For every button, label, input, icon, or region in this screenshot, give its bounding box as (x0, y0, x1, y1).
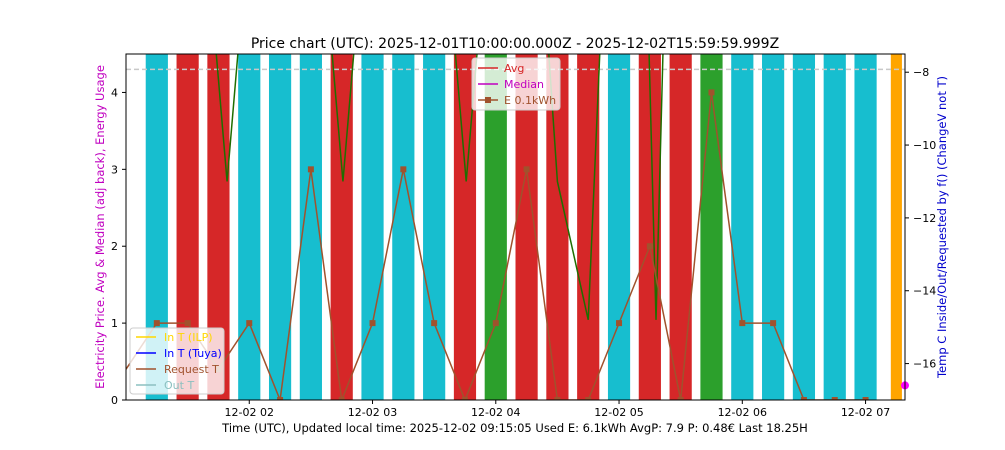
y-left-tick-label: 0 (111, 394, 118, 407)
price-bar (700, 54, 723, 400)
legend-lower-label: In T (Tuya) (164, 347, 222, 360)
legend-lower-label: Request T (164, 363, 219, 376)
price-bar (238, 54, 261, 400)
price-bar (731, 54, 754, 400)
price-bar (268, 54, 292, 400)
energy-marker (554, 397, 561, 400)
y-right-tick-label: −16 (913, 358, 936, 371)
y-left-tick-label: 4 (111, 86, 118, 99)
energy-marker (770, 320, 777, 327)
y-right-tick-label: −14 (913, 285, 936, 298)
energy-marker (862, 397, 869, 400)
energy-marker (431, 320, 438, 327)
plot-area (126, 54, 905, 400)
legend-upper-marker (485, 97, 491, 103)
price-bar (515, 54, 538, 400)
legend-lower-label: Out T (164, 379, 194, 392)
energy-marker (153, 320, 160, 327)
y-right-tick-label: −10 (913, 139, 936, 152)
plot-frame (125, 53, 906, 401)
legend-upper-label: Median (504, 78, 544, 91)
energy-marker (461, 397, 468, 400)
legend-lower-box (129, 327, 225, 395)
price-bar (792, 54, 816, 400)
energy-marker (523, 166, 530, 173)
x-tick-label: 12-02 05 (594, 406, 643, 419)
price-bar (423, 54, 446, 400)
x-axis-label: Time (UTC), Updated local time: 2025-12-… (221, 421, 808, 435)
energy-marker (184, 320, 191, 327)
price-bar (577, 54, 600, 400)
energy-marker (800, 397, 807, 400)
price-bar (823, 54, 846, 400)
price-bar (145, 54, 168, 400)
energy-marker (277, 397, 284, 400)
energy-marker (646, 243, 653, 250)
price-bar (607, 54, 631, 400)
energy-marker (338, 397, 345, 400)
y-left-tick-label: 3 (111, 163, 118, 176)
legend-upper-label: Avg (504, 62, 524, 75)
price-bar (854, 54, 877, 400)
price-bar (392, 54, 415, 400)
energy-marker (492, 320, 499, 327)
energy-marker (677, 397, 684, 400)
x-tick-label: 12-02 04 (471, 406, 520, 419)
energy-marker (307, 166, 314, 173)
energy-marker (831, 397, 838, 400)
energy-marker (246, 320, 253, 327)
legend-upper-box (471, 57, 561, 111)
energy-marker (369, 320, 376, 327)
y-axis-right-label: Temp C Inside/Out/Requested by f() (Chan… (935, 76, 949, 379)
price-bar (546, 54, 569, 400)
y-left-tick-label: 2 (111, 240, 118, 253)
price-bar (484, 54, 507, 400)
y-left-tick-label: 1 (111, 317, 118, 330)
energy-marker (708, 89, 715, 96)
energy-marker (616, 320, 623, 327)
energy-marker (400, 166, 407, 173)
price-bar (330, 54, 353, 400)
x-tick-label: 12-02 07 (841, 406, 890, 419)
price-bar (669, 54, 692, 400)
legend-upper-label: E 0.1kWh (504, 94, 556, 107)
y-axis-left-label: Electricity Price. Avg & Median (adj bac… (93, 65, 107, 389)
x-tick-label: 12-02 03 (348, 406, 397, 419)
y-right-tick-label: −8 (913, 66, 929, 79)
legend-lower-label: In T (ILP) (164, 331, 213, 344)
x-tick-label: 12-02 02 (225, 406, 274, 419)
price-bar (361, 54, 384, 400)
chart-title: Price chart (UTC): 2025-12-01T10:00:00.0… (251, 36, 779, 52)
energy-marker (585, 397, 592, 400)
price-bar (176, 54, 199, 400)
price-bar (453, 54, 477, 400)
x-tick-label: 12-02 06 (718, 406, 767, 419)
price-bar (890, 54, 902, 400)
energy-marker (739, 320, 746, 327)
price-bar (299, 54, 322, 400)
price-bar (762, 54, 785, 400)
y-right-tick-label: −12 (913, 212, 936, 225)
